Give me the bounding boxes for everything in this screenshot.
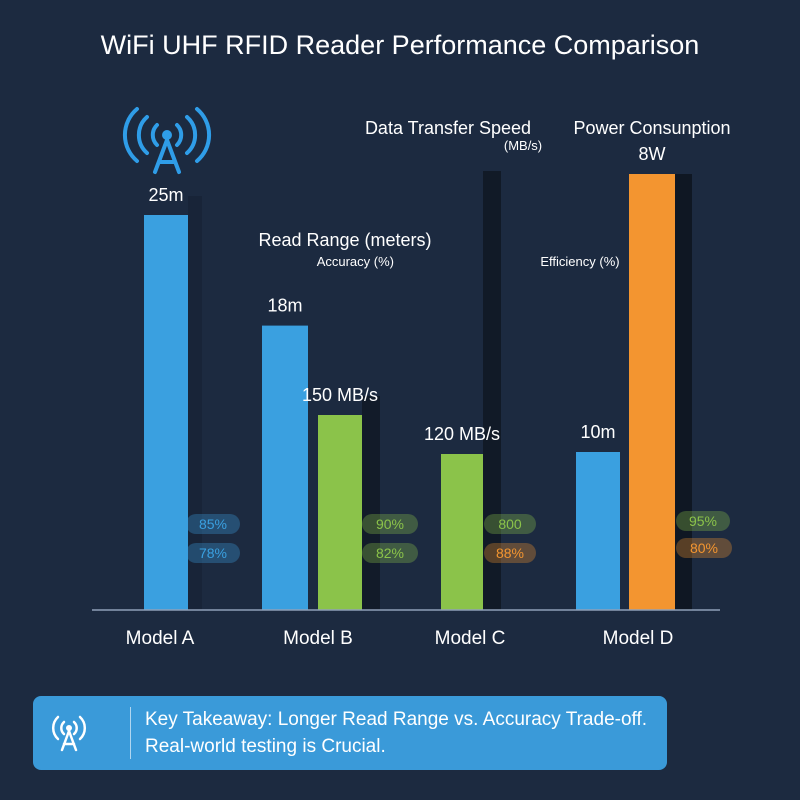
pill-text-7: 80% xyxy=(690,540,718,556)
x-tick-model-a: Model A xyxy=(126,628,195,649)
accuracy-label: Accuracy (%) xyxy=(317,254,394,269)
data-speed-unit: (MB/s) xyxy=(504,138,542,153)
takeaway-line-1: Key Takeaway: Longer Read Range vs. Accu… xyxy=(145,709,648,730)
pill-1: 78% xyxy=(186,543,240,563)
bar-model-b-data-transfer-speed xyxy=(318,415,362,610)
pill-bg-5 xyxy=(484,543,536,563)
bar-shadows xyxy=(188,171,692,610)
value-label-model-a-read-range-meters: 25m xyxy=(148,185,183,205)
pill-bg-1 xyxy=(186,543,240,563)
value-label-model-d-read-range-meters: 10m xyxy=(580,422,615,442)
antenna-tower-icon xyxy=(51,715,87,752)
pill-bg-7 xyxy=(676,538,732,558)
pill-5: 88% xyxy=(484,543,536,563)
takeaway-divider xyxy=(130,707,131,759)
antenna-tower-icon xyxy=(122,107,212,174)
bar-shadow-model-b-0 xyxy=(362,396,380,610)
bars-layer xyxy=(144,174,675,610)
pills-layer: 85% 78% 90% 82% 800 88% 95% 80% xyxy=(186,511,732,563)
pill-bg-3 xyxy=(362,543,418,563)
pill-bg-2 xyxy=(362,514,418,534)
takeaway-text: Key Takeaway: Longer Read Range vs. Accu… xyxy=(145,706,655,760)
pill-7: 80% xyxy=(676,538,732,558)
takeaway-line-2: Real-world testing is Crucial. xyxy=(145,736,386,757)
pill-2: 90% xyxy=(362,514,418,534)
pill-bg-6 xyxy=(676,511,730,531)
pill-bg-0 xyxy=(186,514,240,534)
pill-3: 82% xyxy=(362,543,418,563)
pill-4: 800 xyxy=(484,514,536,534)
x-tick-model-c: Model C xyxy=(435,628,506,649)
bar-model-b-read-range-meters xyxy=(262,325,308,610)
value-label-model-d-power-consunption: 8W xyxy=(639,144,666,164)
series-label-power: Power Consunption xyxy=(573,118,730,138)
bar-shadow-model-a-0 xyxy=(188,196,202,610)
pill-6: 95% xyxy=(676,511,730,531)
pill-text-4: 800 xyxy=(498,516,522,532)
x-tick-model-b: Model B xyxy=(283,628,353,649)
x-tick-model-d: Model D xyxy=(603,628,674,649)
series-label-data-speed: Data Transfer Speed xyxy=(365,118,531,138)
efficiency-label: Efficiency (%) xyxy=(540,254,619,269)
bar-shadow-model-d-0 xyxy=(675,174,692,610)
pill-text-2: 90% xyxy=(376,516,404,532)
value-label-model-b-data-transfer-speed: 150 MB/s xyxy=(302,385,378,405)
pill-text-5: 88% xyxy=(496,545,524,561)
pill-text-6: 95% xyxy=(689,513,717,529)
value-labels: 25m 18m 150 MB/s 120 MB/s 10m 8W xyxy=(148,144,665,444)
takeaway-banner: Key Takeaway: Longer Read Range vs. Accu… xyxy=(33,696,667,770)
pill-text-0: 85% xyxy=(199,516,227,532)
pill-text-1: 78% xyxy=(199,545,227,561)
chart-title: WiFi UHF RFID Reader Performance Compari… xyxy=(101,30,700,60)
x-axis-ticks: Model A Model B Model C Model D xyxy=(126,628,674,649)
bar-model-c-data-transfer-speed xyxy=(441,454,483,610)
bar-model-d-read-range-meters xyxy=(576,452,620,610)
bar-shadow-model-c-0 xyxy=(483,171,501,610)
series-label-read-range: Read Range (meters) xyxy=(258,230,431,250)
pill-0: 85% xyxy=(186,514,240,534)
value-label-model-c-data-transfer-speed: 120 MB/s xyxy=(424,424,500,444)
value-label-model-b-read-range-meters: 18m xyxy=(267,296,302,316)
pill-bg-4 xyxy=(484,514,536,534)
bar-model-a-read-range-meters xyxy=(144,215,188,610)
pill-text-3: 82% xyxy=(376,545,404,561)
bar-model-d-power-consunption xyxy=(629,174,675,610)
